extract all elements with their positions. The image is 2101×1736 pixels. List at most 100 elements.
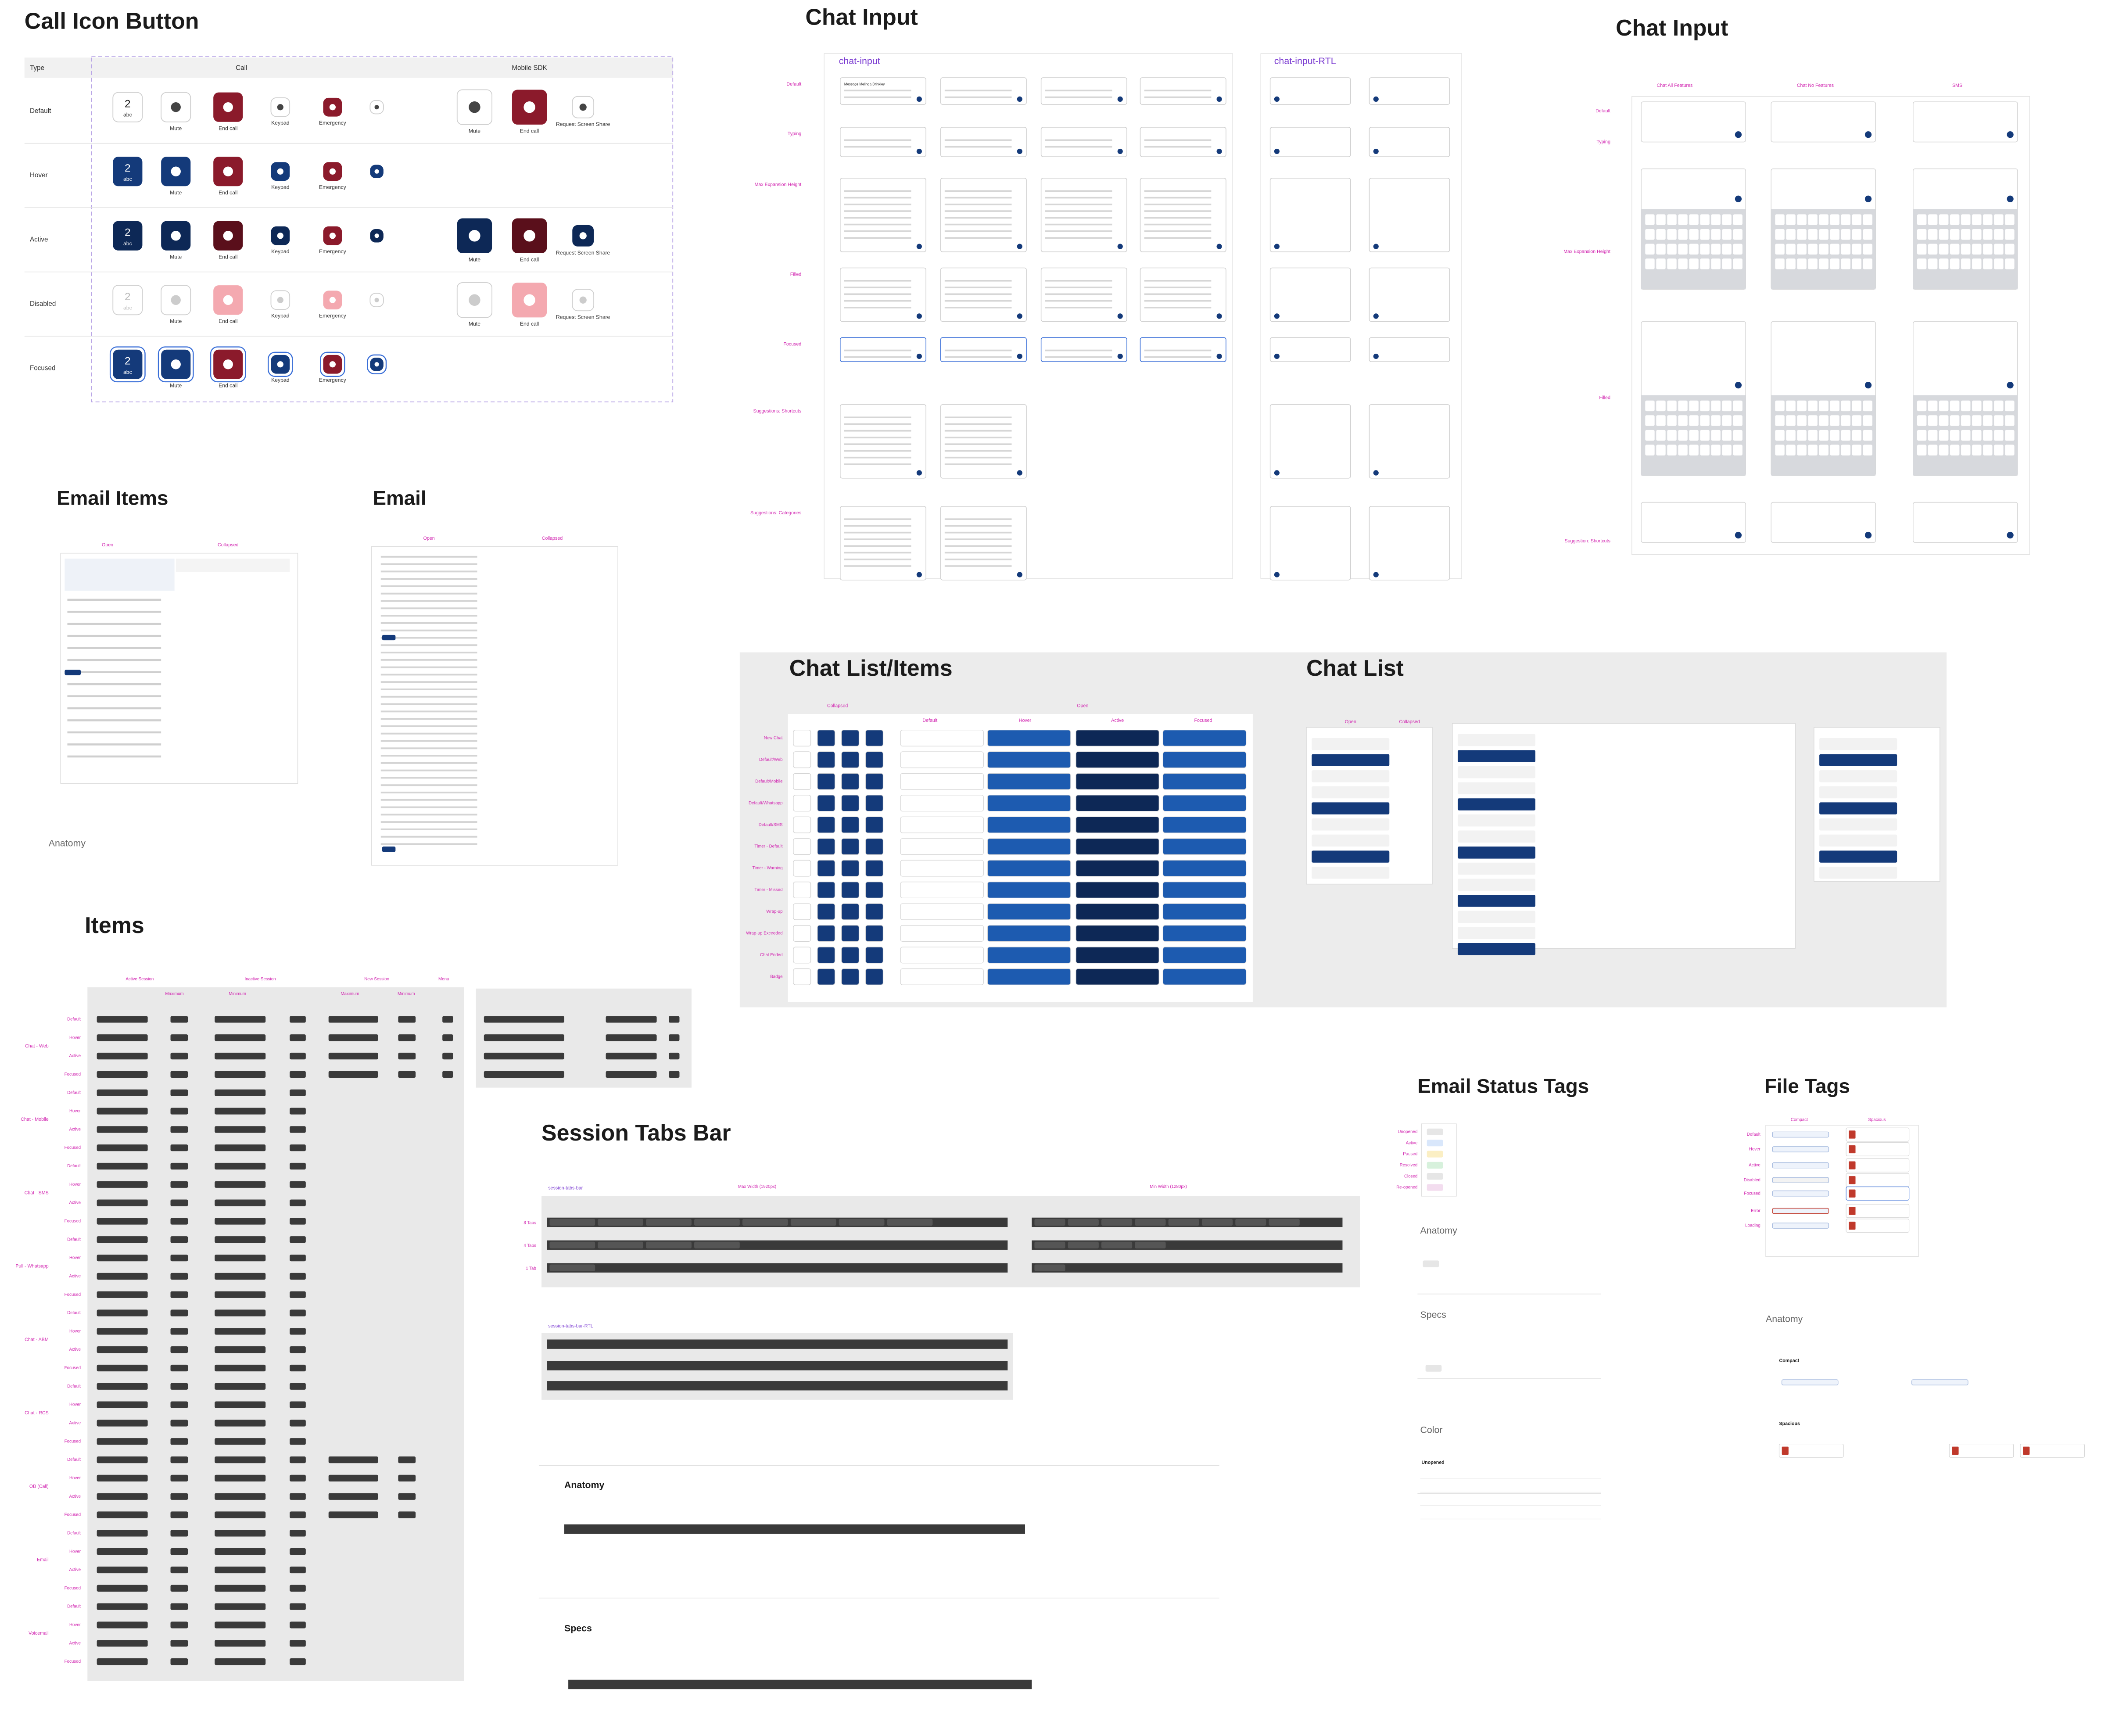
icon [277,233,283,239]
chat-item [1076,751,1159,768]
text-line [1144,287,1212,288]
chat-item [987,882,1071,898]
text-line [380,828,477,830]
collapsed-item [865,947,884,964]
text-line [1144,139,1212,141]
session-item [97,1254,148,1262]
text-line [944,356,1012,358]
column-label: Chat No Features [1797,83,1834,88]
key [1711,258,1721,269]
chat-item [1076,773,1159,790]
chat-item [1457,798,1535,811]
session-item [328,1474,378,1482]
key [1917,415,1927,426]
collapsed-item [865,838,884,855]
collapsed-item [793,795,811,812]
session-item [170,1621,188,1628]
key [1775,258,1785,269]
group-label: Voicemail [29,1631,49,1636]
state-label: Unopened [1398,1130,1417,1134]
collapsed-item [841,729,860,746]
text-line [1045,307,1112,308]
text-line [380,784,477,786]
session-item [97,1364,148,1372]
key [1917,445,1927,456]
collapsed-item [865,751,884,768]
keypad-digit: 2 [125,227,131,239]
session-item [215,1089,266,1096]
key [1939,445,1949,456]
collapsed-item [817,838,835,855]
send-button [1735,131,1742,138]
focus-ring [320,352,345,377]
icon [329,297,336,303]
chat-item [900,925,984,942]
file-icon [1952,1446,1959,1455]
session-item [290,1493,306,1500]
session-item [484,1052,564,1060]
row-label: Wrap-up Exceeded [746,931,782,936]
key [1689,430,1699,441]
key [1841,400,1850,412]
text-line [1144,293,1212,295]
text-line [944,538,1012,540]
row-label: Suggestions: Shortcuts [753,409,801,414]
session-item [215,1218,266,1225]
send-button [916,572,922,577]
text-line [1045,203,1112,205]
collapsed-item [841,860,860,877]
text-line [844,307,911,308]
key [1983,258,1993,269]
state-label: Default [67,1017,81,1022]
text-line [380,570,477,573]
key [1711,400,1721,412]
send-button [2007,131,2014,138]
session-item [290,1052,306,1060]
key [1863,445,1872,456]
icon-button [112,92,143,122]
text-line [944,190,1012,192]
tab [598,1241,644,1248]
text-line [944,230,1012,232]
file-icon [1849,1145,1856,1154]
column-label: Open [1345,719,1356,725]
session-item [290,1346,306,1353]
collapsed-item [817,968,835,985]
session-item [97,1291,148,1298]
key [1994,229,2004,240]
file-tag-compact [1772,1162,1829,1169]
session-item [215,1364,266,1372]
file-tag-compact [1772,1146,1829,1152]
tab [1101,1219,1133,1226]
state-label: Focused [65,1292,81,1297]
text-line [380,799,477,801]
chat-item [1312,786,1390,799]
column-label: Maximum [165,992,184,997]
key [1950,415,1960,426]
tab [1201,1219,1233,1226]
send-button [1373,244,1379,249]
state-label: Default [67,1311,81,1316]
text-line [944,423,1012,425]
session-item [215,1236,266,1243]
key [1852,400,1861,412]
session-item [290,1218,306,1225]
chat-input [839,127,926,157]
tab [646,1241,692,1248]
key [1775,229,1785,240]
key [1700,430,1710,441]
key [1656,400,1666,412]
text-line [67,623,161,625]
row-label: New Chat [764,735,783,740]
column-label: Maximum [341,992,359,997]
session-item [328,1511,378,1518]
column-label: Minimum [398,992,415,997]
chat-item [1076,925,1159,942]
chat-item [900,903,984,920]
collapsed-item [841,816,860,833]
send-button [1017,353,1022,359]
chat-item [987,925,1071,942]
row-label: Wrap-up [766,909,783,914]
text-line [1045,146,1112,148]
focus-ring [158,346,194,383]
